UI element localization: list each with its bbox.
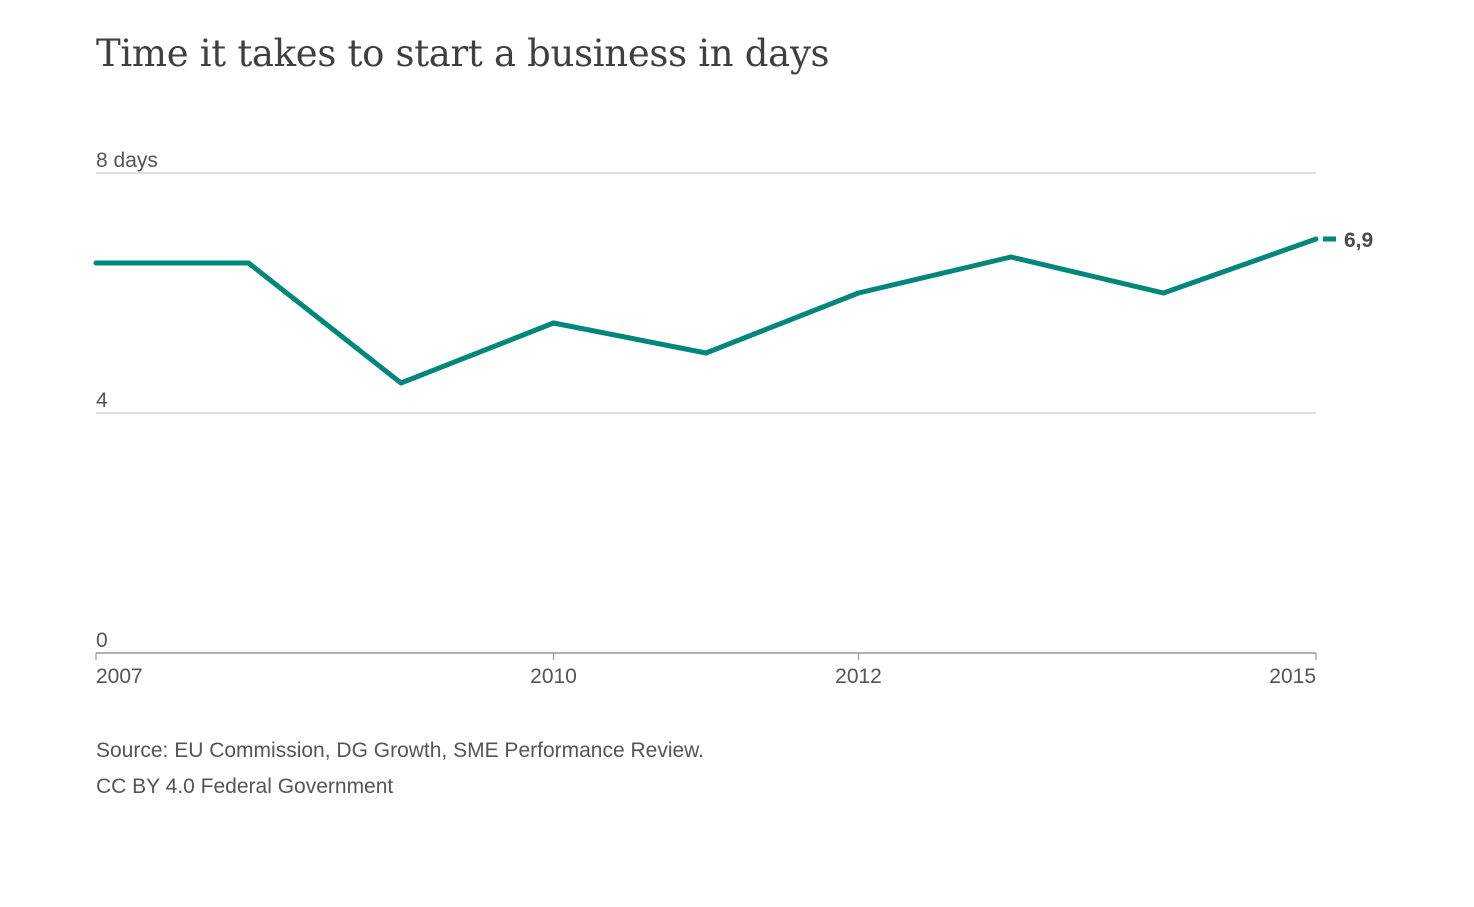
data-point-2015 (1313, 236, 1319, 242)
data-point-2010 (551, 320, 556, 326)
end-value-label: 6,9 (1344, 229, 1373, 252)
data-point-2009 (398, 380, 404, 386)
data-point-2014 (1161, 290, 1166, 296)
chart-title: Time it takes to start a business in day… (96, 32, 830, 75)
y-tick-label-0: 0 (96, 629, 108, 652)
x-tick-label-2007: 2007 (96, 665, 143, 688)
x-tick-label-2010: 2010 (530, 665, 577, 688)
data-point-2008 (246, 260, 251, 266)
data-point-2012 (856, 290, 861, 296)
data-point-2013 (1008, 254, 1014, 260)
series-line (96, 236, 1317, 386)
x-tick-label-2012: 2012 (835, 665, 882, 688)
license-note: CC BY 4.0 Federal Government (96, 775, 394, 798)
x-tick-label-2015: 2015 (1269, 665, 1316, 688)
source-note: Source: EU Commission, DG Growth, SME Pe… (96, 739, 705, 762)
data-point-2011 (703, 350, 709, 356)
chart-footer: Source: EU Commission, DG Growth, SME Pe… (96, 733, 704, 805)
y-tick-label-8: 8 days (96, 149, 158, 172)
y-tick-label-4: 4 (96, 389, 108, 412)
data-point-2007 (93, 260, 99, 266)
